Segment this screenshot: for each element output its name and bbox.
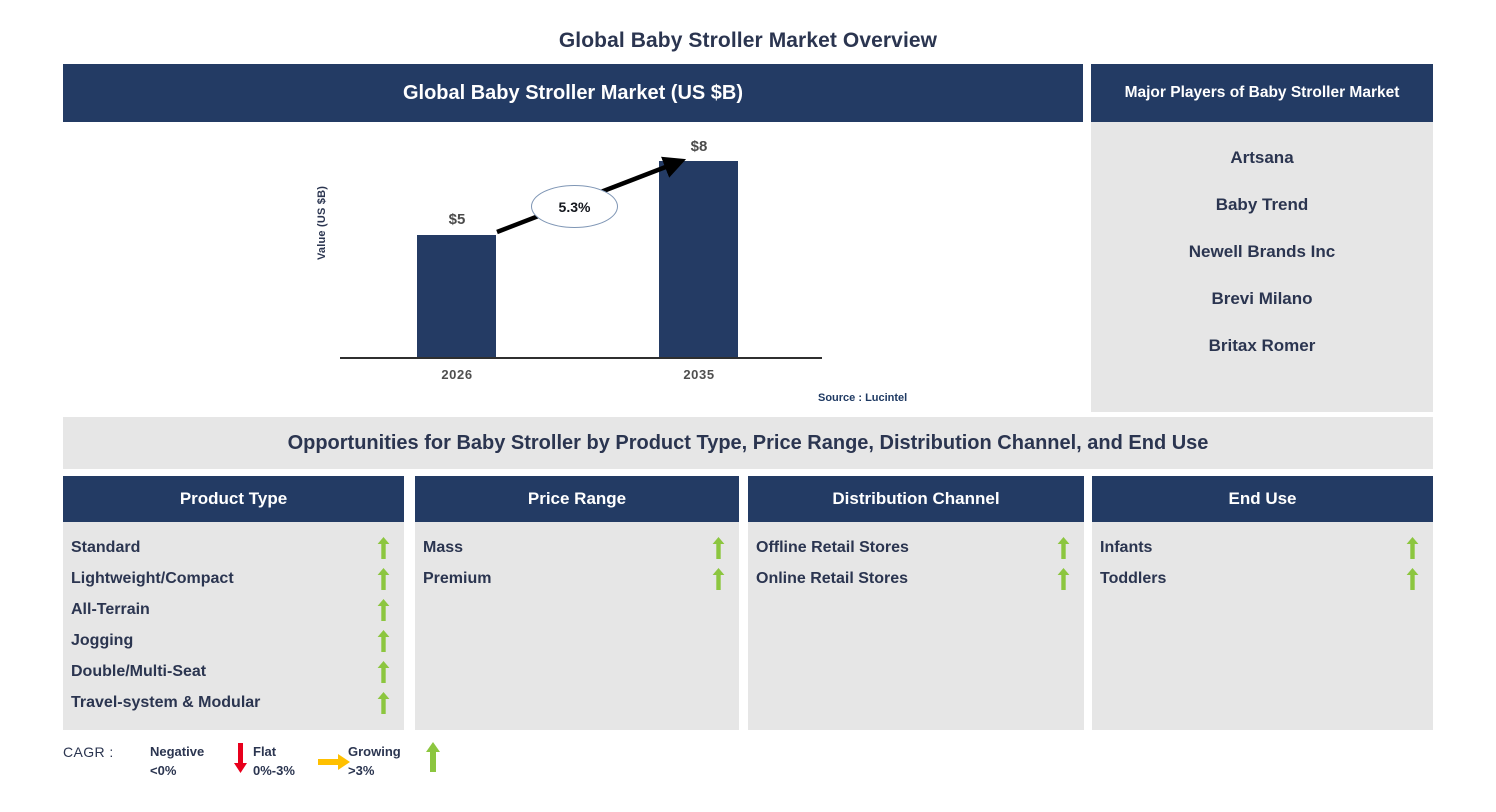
list-item: Travel-system & Modular <box>63 687 404 718</box>
arrow-up-green-icon <box>377 598 390 621</box>
arrow-up-green-icon <box>712 567 725 590</box>
list-item: Newell Brands Inc <box>1188 242 1336 261</box>
arrow-up-green-icon <box>377 691 390 714</box>
opportunities-banner: Opportunities for Baby Stroller by Produ… <box>63 417 1433 469</box>
list-item: Jogging <box>63 625 404 656</box>
opportunity-label: Offline Retail Stores <box>756 538 909 556</box>
arrow-up-green-icon <box>377 629 390 652</box>
opportunity-label: Mass <box>423 538 464 556</box>
chart-header: Global Baby Stroller Market (US $B) <box>63 64 1083 122</box>
column-header-label: Price Range <box>527 489 627 508</box>
arrow-up-green-icon <box>1406 536 1419 559</box>
column-header: End Use <box>1092 476 1433 522</box>
opportunity-label: Online Retail Stores <box>756 569 909 587</box>
list-item: Mass <box>415 532 739 563</box>
opportunity-label: Double/Multi-Seat <box>71 662 207 680</box>
arrow-up-green-icon <box>377 660 390 683</box>
opportunity-column-distribution-channel: Distribution Channel Offline Retail Stor… <box>748 476 1084 730</box>
opportunity-column-end-use: End Use Infants Toddlers <box>1092 476 1433 730</box>
cagr-legend-negative-label: Negative <box>150 744 205 759</box>
list-item: Online Retail Stores <box>748 563 1084 594</box>
list-item: Baby Trend <box>1215 195 1309 214</box>
list-item: Toddlers <box>1092 563 1433 594</box>
x-tick-2026: 2026 <box>441 367 473 382</box>
cagr-legend-flat: Flat 0%-3% <box>253 743 295 781</box>
opportunity-label: Toddlers <box>1100 569 1167 587</box>
arrow-up-green-icon <box>426 742 440 772</box>
cagr-legend: CAGR : Negative <0% Flat 0%-3% Growing >… <box>63 740 483 790</box>
cagr-value: 5.3% <box>558 198 591 215</box>
opportunity-label: Jogging <box>71 631 134 649</box>
market-chart-card: Global Baby Stroller Market (US $B) <box>63 64 1083 412</box>
column-header-label: Product Type <box>179 489 288 508</box>
major-players-panel: Major Players of Baby Stroller Market Ar… <box>1091 64 1433 412</box>
page-title: Global Baby Stroller Market Overview <box>558 29 938 52</box>
arrow-up-green-icon <box>377 567 390 590</box>
column-body: Offline Retail Stores Online Retail Stor… <box>748 522 1084 730</box>
list-item: Premium <box>415 563 739 594</box>
column-header-label: End Use <box>1228 489 1297 508</box>
major-players-header: Major Players of Baby Stroller Market <box>1091 64 1433 122</box>
arrow-down-red-icon <box>234 743 247 773</box>
column-header-label: Distribution Channel <box>832 489 1000 508</box>
opportunity-column-price-range: Price Range Mass Premium <box>415 476 739 730</box>
opportunity-label: Travel-system & Modular <box>71 693 261 711</box>
column-body: Standard Lightweight/Compact All-Terrain… <box>63 522 404 730</box>
column-body: Infants Toddlers <box>1092 522 1433 730</box>
cagr-callout: 5.3% <box>531 185 618 228</box>
arrow-up-green-icon <box>1057 536 1070 559</box>
opportunity-label: All-Terrain <box>71 600 150 618</box>
chart-source: Source : Lucintel <box>818 392 908 404</box>
list-item: Brevi Milano <box>1211 289 1313 308</box>
bar-2035 <box>659 161 738 357</box>
bar-2026 <box>417 235 496 357</box>
x-tick-2035: 2035 <box>683 367 715 382</box>
opportunity-column-product-type: Product Type Standard Lightweight/Compac… <box>63 476 404 730</box>
list-item: Standard <box>63 532 404 563</box>
chart-x-axis-line <box>340 357 822 359</box>
column-header: Price Range <box>415 476 739 522</box>
cagr-legend-growing-label: Growing <box>348 744 401 759</box>
opportunities-banner-label: Opportunities for Baby Stroller by Produ… <box>287 431 1209 454</box>
arrow-up-green-icon <box>1406 567 1419 590</box>
column-body: Mass Premium <box>415 522 739 730</box>
list-item: Artsana <box>1230 148 1294 167</box>
cagr-legend-flat-range: 0%-3% <box>253 762 295 778</box>
list-item: All-Terrain <box>63 594 404 625</box>
column-header: Distribution Channel <box>748 476 1084 522</box>
cagr-legend-growing: Growing >3% <box>348 743 401 781</box>
list-item: Lightweight/Compact <box>63 563 404 594</box>
list-item: Infants <box>1092 532 1433 563</box>
arrow-up-green-icon <box>1057 567 1070 590</box>
cagr-legend-title: CAGR : <box>63 744 114 760</box>
list-item: Offline Retail Stores <box>748 532 1084 563</box>
opportunity-label: Premium <box>423 569 492 587</box>
major-players-header-label: Major Players of Baby Stroller Market <box>1124 84 1400 102</box>
list-item: Double/Multi-Seat <box>63 656 404 687</box>
cagr-legend-negative: Negative <0% <box>150 743 204 781</box>
arrow-up-green-icon <box>712 536 725 559</box>
major-players-list: Artsana Baby Trend Newell Brands Inc Bre… <box>1091 122 1433 412</box>
cagr-legend-flat-label: Flat <box>253 744 277 759</box>
bar-value-2026: $5 <box>448 211 466 228</box>
cagr-legend-negative-range: <0% <box>150 762 177 778</box>
opportunity-label: Infants <box>1100 538 1153 556</box>
list-item: Britax Romer <box>1208 336 1316 355</box>
chart-plot-area <box>63 122 1083 412</box>
chart-y-axis-label: Value (US $B) <box>316 185 328 261</box>
opportunity-label: Lightweight/Compact <box>71 569 234 587</box>
opportunity-label: Standard <box>71 538 141 556</box>
column-header: Product Type <box>63 476 404 522</box>
chart-header-label: Global Baby Stroller Market (US $B) <box>402 81 744 104</box>
cagr-legend-growing-range: >3% <box>348 762 375 778</box>
bar-value-2035: $8 <box>690 138 708 155</box>
arrow-up-green-icon <box>377 536 390 559</box>
arrow-right-yellow-icon <box>318 754 350 770</box>
